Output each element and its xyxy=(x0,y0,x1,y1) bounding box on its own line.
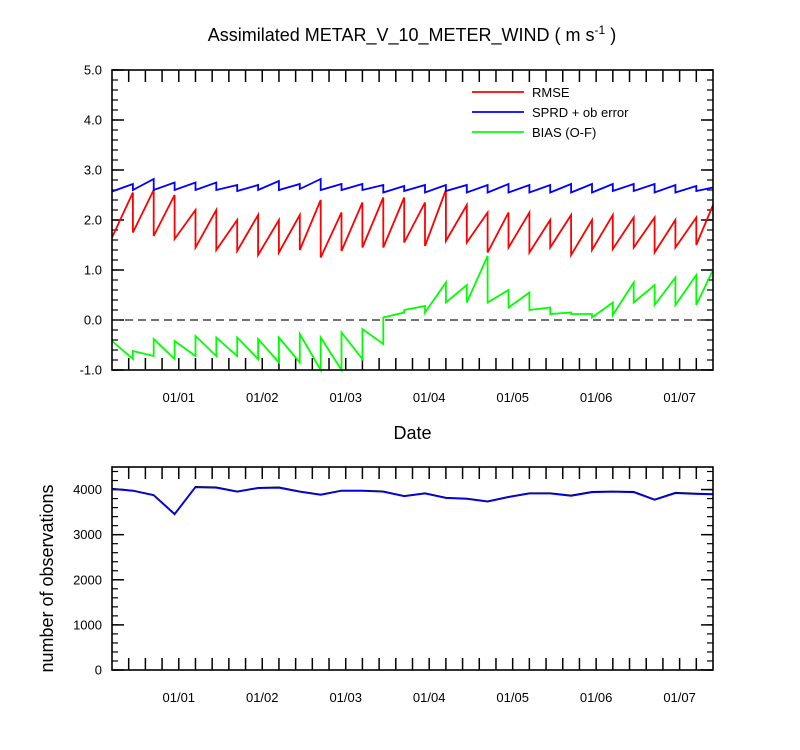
x-tick-label: 01/07 xyxy=(663,690,696,705)
x-tick-label: 01/01 xyxy=(163,390,196,405)
x-tick-label: 01/03 xyxy=(329,390,362,405)
top-series-lines xyxy=(111,177,714,374)
bottom-axis-ticks xyxy=(112,467,713,671)
top-plot-frame xyxy=(111,69,714,371)
legend-label: BIAS (O-F) xyxy=(532,125,596,140)
top-axis-ticks xyxy=(112,69,713,371)
x-tick-label: 01/05 xyxy=(496,390,529,405)
y-tick-label: 0 xyxy=(95,663,102,678)
top-chart-panel: -1.00.01.02.03.04.05.0 01/01 01/02 01/03 01… xyxy=(80,63,714,443)
series-line-number-of-observations-available xyxy=(111,485,714,516)
series-line-number-of-observations-assimilated xyxy=(111,486,714,516)
legend: RMSE SPRD + ob error BIAS (O-F) xyxy=(472,85,629,140)
x-tick-label: 01/01 xyxy=(163,690,196,705)
y-axis-label: number of observations xyxy=(37,484,57,672)
bottom-plot-frame xyxy=(111,466,714,671)
top-x-tick-labels: 01/01 01/02 01/03 01/04 01/05 01/06 01/07 xyxy=(163,390,696,405)
y-tick-label: 0.0 xyxy=(84,313,102,328)
y-tick-label: 1.0 xyxy=(84,263,102,278)
y-tick-label: 3.0 xyxy=(84,163,102,178)
x-tick-label: 01/07 xyxy=(663,390,696,405)
title-units-exponent: -1 xyxy=(595,23,606,37)
x-tick-label: 01/04 xyxy=(413,690,446,705)
x-axis-label: Date xyxy=(393,423,431,443)
series-line-bias-o-f xyxy=(111,255,714,374)
bottom-y-tick-labels: 0 1000 2000 3000 4000 xyxy=(73,482,102,677)
y-tick-label: 4000 xyxy=(73,482,102,497)
x-tick-label: 01/06 xyxy=(580,690,613,705)
y-tick-label: 2.0 xyxy=(84,213,102,228)
series-line-rmse xyxy=(111,189,714,259)
y-tick-label: 5.0 xyxy=(84,63,102,78)
x-tick-label: 01/02 xyxy=(246,390,279,405)
title-units-prefix: ( m s xyxy=(555,25,595,45)
series-line-sprd-ob-error xyxy=(111,177,714,194)
x-tick-label: 01/04 xyxy=(413,390,446,405)
x-tick-label: 01/03 xyxy=(329,690,362,705)
x-tick-label: 01/06 xyxy=(580,390,613,405)
y-tick-label: -1.0 xyxy=(80,363,102,378)
y-tick-label: 3000 xyxy=(73,527,102,542)
x-tick-label: 01/05 xyxy=(496,690,529,705)
bottom-x-tick-labels: 01/01 01/02 01/03 01/04 01/05 01/06 01/07 xyxy=(163,690,696,705)
bottom-series-lines xyxy=(111,485,714,516)
top-y-tick-labels: -1.0 0.0 1.0 2.0 3.0 4.0 5.0 xyxy=(80,63,102,378)
x-tick-label: 01/02 xyxy=(246,690,279,705)
legend-label: RMSE xyxy=(532,85,570,100)
y-tick-label: 2000 xyxy=(73,572,102,587)
title-units-suffix: ) xyxy=(610,25,616,45)
y-tick-label: 4.0 xyxy=(84,113,102,128)
chart-title: Assimilated METAR_V_10_METER_WIND ( m s-… xyxy=(208,23,616,46)
legend-label: SPRD + ob error xyxy=(532,105,629,120)
y-tick-label: 1000 xyxy=(73,617,102,632)
title-main: Assimilated METAR_V_10_METER_WIND xyxy=(208,25,550,46)
